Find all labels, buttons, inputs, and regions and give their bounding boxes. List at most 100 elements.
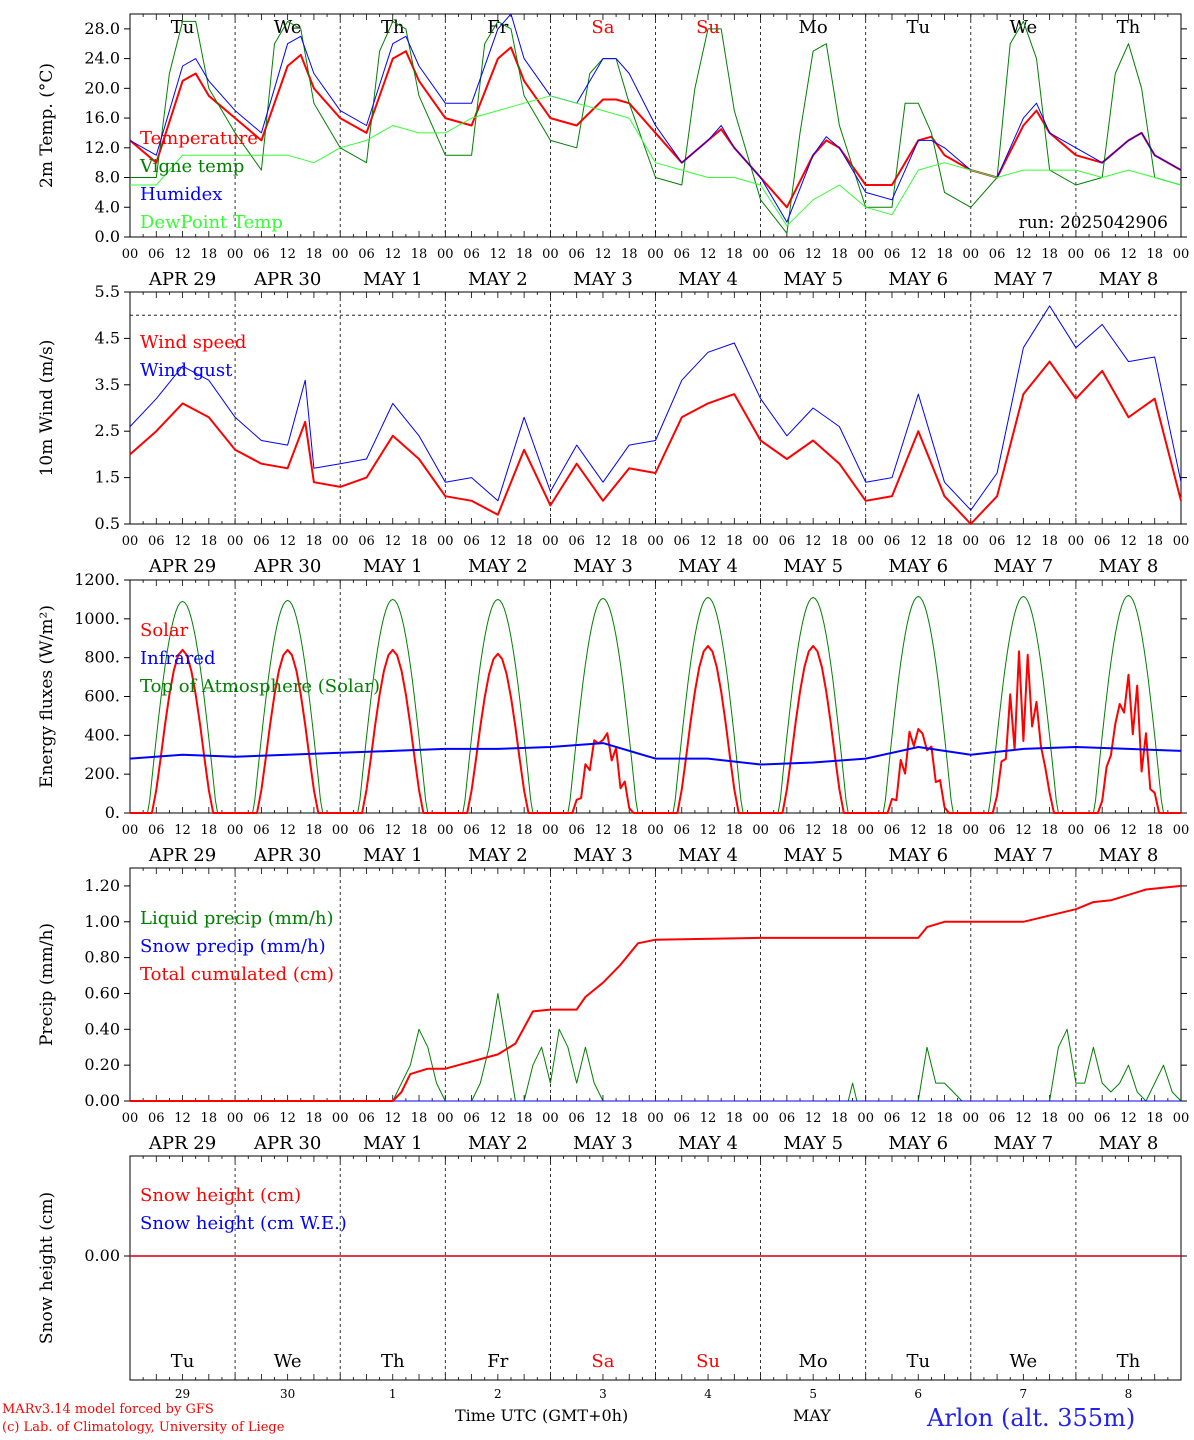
date-label: MAY 2 [468,845,528,866]
hour-tick-label: 18 [201,823,218,838]
hour-tick-label: 06 [463,534,480,549]
hour-tick-label: 06 [1094,1111,1111,1126]
y-tick-label: 0.0 [95,227,120,246]
model-credit: MARv3.14 model forced by GFS [2,1402,214,1417]
hour-tick-label: 06 [253,1111,270,1126]
hour-tick-label: 12 [174,1111,191,1126]
date-label: MAY 5 [783,269,843,290]
lab-credit: (c) Lab. of Climatology, University of L… [2,1420,285,1435]
y-tick-label: 20.0 [84,78,120,97]
hour-tick-label: 18 [1146,1111,1163,1126]
date-label: MAY 5 [783,556,843,577]
hour-tick-label: 18 [621,823,638,838]
bottom-weekday-label: Th [1117,1351,1141,1372]
bottom-day-number: 4 [704,1387,712,1400]
hour-tick-label: 12 [1015,247,1032,262]
hour-tick-label: 00 [437,823,454,838]
hour-tick-label: 12 [595,823,612,838]
hour-tick-label: 00 [1068,534,1085,549]
hour-tick-label: 12 [910,534,927,549]
panel-2: 00 06 12 18 00 06 12 18 00 06 12 18 00 06 12 18 00 06 12 18… [37,282,1189,577]
legend-entry: DewPoint Temp [140,212,283,233]
hour-tick-label: 12 [1120,823,1137,838]
hour-tick-label: 06 [358,1111,375,1126]
weekday-label: Sa [591,17,614,38]
legend-entry: Humidex [140,184,222,205]
hour-tick-label: 18 [831,534,848,549]
hour-tick-label: 12 [490,247,507,262]
y-tick-label: 200. [84,764,120,783]
date-label: MAY 6 [888,556,948,577]
date-label: APR 30 [253,556,321,577]
hour-tick-label: 06 [884,823,901,838]
panel-1: 00 06 12 18 00 06 12 18 00 06 12 18 00 06 12 18 00 06 12 18… [37,13,1190,290]
hour-tick-label: 00 [752,823,769,838]
date-label: MAY 1 [363,269,423,290]
hour-tick-label: 06 [989,823,1006,838]
bottom-day-number: 2 [494,1387,502,1400]
date-label: MAY 8 [1099,845,1159,866]
hour-tick-label: 06 [1094,823,1111,838]
bottom-day-number: 29 [175,1387,190,1400]
hour-tick-label: 12 [1120,1111,1137,1126]
date-label: MAY 2 [468,1133,528,1154]
legend-entry: Top of Atmosphere (Solar) [140,676,380,697]
date-label: APR 29 [148,1133,216,1154]
hour-tick-label: 06 [568,823,585,838]
hour-tick-label: 18 [306,823,323,838]
date-label: MAY 3 [573,269,633,290]
hour-tick-label: 00 [857,823,874,838]
hour-tick-label: 18 [411,1111,428,1126]
date-label: APR 30 [253,1133,321,1154]
date-label: MAY 5 [783,845,843,866]
hour-tick-label: 18 [726,534,743,549]
y-tick-label: 2.5 [95,421,120,440]
hour-tick-label: 06 [148,1111,165,1126]
hour-tick-label: 12 [700,823,717,838]
hour-tick-label: 00 [963,247,980,262]
legend-entry: Temperature [140,128,258,149]
hour-tick-label: 06 [674,1111,691,1126]
date-label: MAY 7 [993,556,1053,577]
y-tick-label: 0.60 [84,983,120,1002]
date-label: MAY 7 [993,269,1053,290]
hour-tick-label: 18 [936,823,953,838]
hour-tick-label: 06 [674,247,691,262]
legend-entry: Vigne temp [139,156,244,177]
weekday-label: Th [1117,17,1141,38]
hour-tick-label: 00 [1173,247,1190,262]
hour-tick-label: 00 [1068,247,1085,262]
panel-5: 0.00 Snow height (cm) Snow height (cm) Snow… [37,1155,1187,1400]
y-tick-label: 400. [84,725,120,744]
hour-tick-label: 18 [516,1111,533,1126]
date-label: MAY 3 [573,556,633,577]
weekday-label: Th [381,17,405,38]
hour-tick-label: 00 [963,534,980,549]
hour-tick-label: 00 [1173,823,1190,838]
date-label: MAY 7 [993,1133,1053,1154]
hour-tick-label: 12 [805,1111,822,1126]
y-tick-label: 1200. [74,570,120,589]
hour-tick-label: 12 [1120,534,1137,549]
y-tick-label: 24.0 [84,49,120,68]
hour-tick-label: 06 [568,534,585,549]
run-label: run: 2025042906 [1019,213,1168,233]
hour-tick-label: 00 [1173,1111,1190,1126]
hour-tick-label: 06 [148,534,165,549]
hour-tick-label: 06 [148,247,165,262]
y-tick-label: 28.0 [84,19,120,38]
hour-tick-label: 12 [384,823,401,838]
y-tick-label: 1.00 [84,912,120,931]
hour-tick-label: 18 [621,534,638,549]
legend-entry: Solar [140,620,189,641]
y-tick-label: 0.80 [84,948,120,967]
hour-tick-label: 12 [910,1111,927,1126]
hour-tick-label: 18 [1041,823,1058,838]
y-tick-label: 1.5 [95,468,120,487]
bottom-weekday-label: Th [381,1351,405,1372]
bottom-weekday-label: Tu [171,1351,195,1372]
hour-tick-label: 12 [279,823,296,838]
bottom-weekday-label: Fr [487,1351,508,1372]
hour-tick-label: 06 [989,247,1006,262]
hour-tick-label: 00 [332,247,349,262]
